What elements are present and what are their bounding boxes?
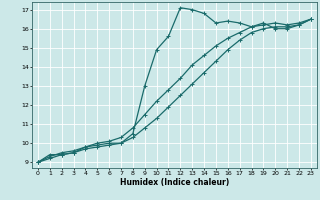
X-axis label: Humidex (Indice chaleur): Humidex (Indice chaleur) [120,178,229,187]
